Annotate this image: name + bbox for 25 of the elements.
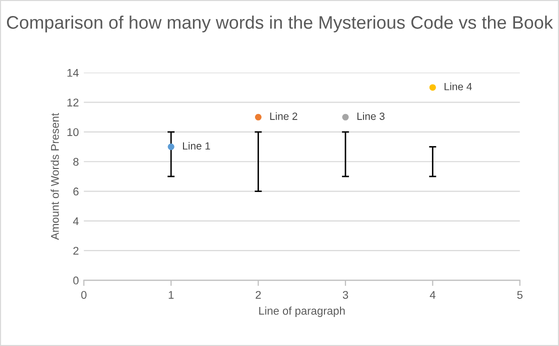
point	[255, 114, 262, 120]
y-tick-label: 12	[67, 98, 78, 106]
annotation: Line 3	[357, 112, 384, 120]
y-tick-label: 2	[73, 246, 78, 255]
point	[429, 84, 436, 91]
annotation: Line 1	[183, 142, 210, 150]
y-tick-label: 6	[73, 188, 78, 196]
y-tick-label: 14	[67, 69, 79, 77]
point	[342, 114, 349, 120]
y-axis-title: Amount of Words Present	[50, 113, 59, 240]
y-tick-label: 0	[73, 276, 79, 284]
x-tick-label: 4	[430, 291, 436, 299]
y-tick-label: 8	[73, 158, 79, 166]
y-tick-label: 10	[67, 128, 79, 136]
annotation: Line 2	[270, 112, 298, 120]
y-tick-label: 4	[73, 217, 79, 225]
x-tick-label: 5	[517, 291, 522, 299]
x-tick-label: 2	[256, 290, 261, 299]
x-tick-label: 1	[168, 291, 174, 299]
point	[168, 144, 174, 150]
chart-title: Comparison of how many words in the Mysterious Code vs the Book	[6, 16, 554, 32]
x-tick-label: 3	[342, 290, 348, 299]
x-tick-label: 0	[81, 290, 87, 299]
x-axis-title: Line of paragraph	[259, 306, 345, 317]
annotation: Line 4	[444, 82, 472, 90]
